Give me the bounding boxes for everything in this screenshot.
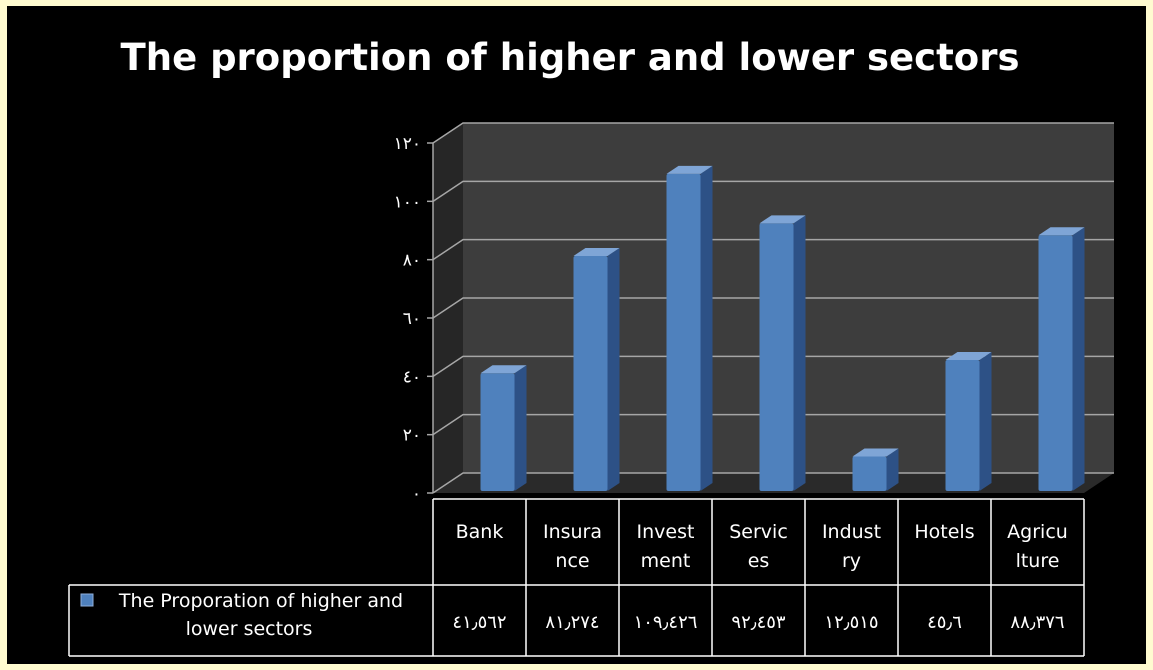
gridline (432, 355, 1114, 377)
bars (480, 165, 1085, 492)
category-label-line: lture (1016, 550, 1060, 572)
data-label: ٩٢٫٤٥٣ (731, 612, 786, 633)
bar (666, 165, 713, 492)
bar-top (1038, 227, 1085, 236)
category-label-line: Indust (822, 521, 881, 543)
data-label: ٨٨٫٣٧٦ (1010, 612, 1064, 633)
data-label: ٤١٫٥٦٢ (452, 612, 506, 633)
bar (945, 352, 992, 491)
bar-top (759, 215, 806, 224)
y-tick-label: ٨٠ (403, 251, 421, 271)
legend-key (80, 593, 94, 607)
data-label: ١٠٩٫٤٢٦ (634, 612, 698, 633)
category-label-line: Bank (456, 521, 504, 543)
bar-front (573, 255, 608, 491)
category-label: Bank (456, 521, 504, 543)
category-label: Invest ment (637, 521, 695, 572)
series-name: The Proporation of higher and lower secto… (118, 590, 403, 640)
gridlines (432, 122, 1114, 494)
gridline (432, 413, 1114, 436)
y-tick-label: ٤٠ (403, 367, 421, 387)
bar-front (666, 173, 701, 492)
y-axis: ٠ ٢٠ ٤٠ ٦٠ ٨٠ ١٠٠ ١٢٠ (394, 134, 434, 504)
bar (759, 215, 806, 492)
gridline (432, 238, 1114, 261)
category-label-line: Agricu (1007, 521, 1068, 543)
chart-svg: The proportion of higher and lower secto… (68, 36, 1114, 657)
bar-top (480, 365, 527, 374)
data-label: ٤٥٫٦ (927, 612, 962, 633)
bar-side (1072, 227, 1085, 491)
bar-side (979, 352, 992, 491)
gridline (432, 180, 1114, 202)
category-label-line: Insura (543, 521, 602, 543)
y-tick-label: ١٠٠ (394, 192, 421, 212)
series-name-line: lower sectors (186, 618, 313, 640)
y-tick-label: ٢٠ (403, 426, 421, 446)
y-tick-label: ٦٠ (403, 309, 421, 329)
bar (480, 365, 527, 491)
bar-front (852, 456, 887, 491)
category-label-line: Hotels (914, 521, 974, 543)
category-label-line: Invest (637, 521, 695, 543)
chart-title: The proportion of higher and lower secto… (121, 36, 1020, 79)
category-label-line: ry (842, 550, 861, 572)
bar-side (793, 215, 806, 492)
bar-top (666, 165, 713, 174)
bar-side (607, 247, 620, 491)
data-label: ١٢٫٥١٥ (824, 612, 878, 633)
gridline (432, 122, 1114, 144)
bar-top (852, 448, 899, 457)
gridline (432, 297, 1114, 319)
category-label-line: es (748, 550, 770, 572)
bar-side (700, 165, 713, 492)
category-label: Indust ry (822, 521, 881, 572)
data-table: Bank Insura nce Invest ment Servic es Indust ry H… (68, 498, 1085, 657)
bar (852, 448, 899, 491)
bar-top (945, 352, 992, 360)
category-label: Agricu lture (1007, 521, 1068, 572)
bar (573, 247, 620, 491)
category-label-line: nce (555, 550, 589, 572)
y-tick-label: ١٢٠ (394, 134, 421, 154)
bar-front (480, 373, 515, 491)
category-label-line: ment (641, 550, 691, 572)
bar-side (514, 365, 527, 491)
series-name-line: The Proporation of higher and (118, 590, 403, 612)
data-label: ٨١٫٢٧٤ (545, 612, 599, 633)
bar-front (945, 360, 980, 491)
category-label-line: Servic (729, 521, 788, 543)
category-label: Servic es (729, 521, 788, 572)
y-tick-label: ٠ (412, 484, 421, 504)
chart-frame: The proportion of higher and lower secto… (7, 6, 1146, 664)
bar-front (1038, 235, 1073, 491)
category-label: Insura nce (543, 521, 602, 572)
bar-front (759, 223, 794, 492)
category-label: Hotels (914, 521, 974, 543)
bar-side (886, 448, 899, 491)
bar-top (573, 247, 620, 256)
bar (1038, 227, 1085, 491)
